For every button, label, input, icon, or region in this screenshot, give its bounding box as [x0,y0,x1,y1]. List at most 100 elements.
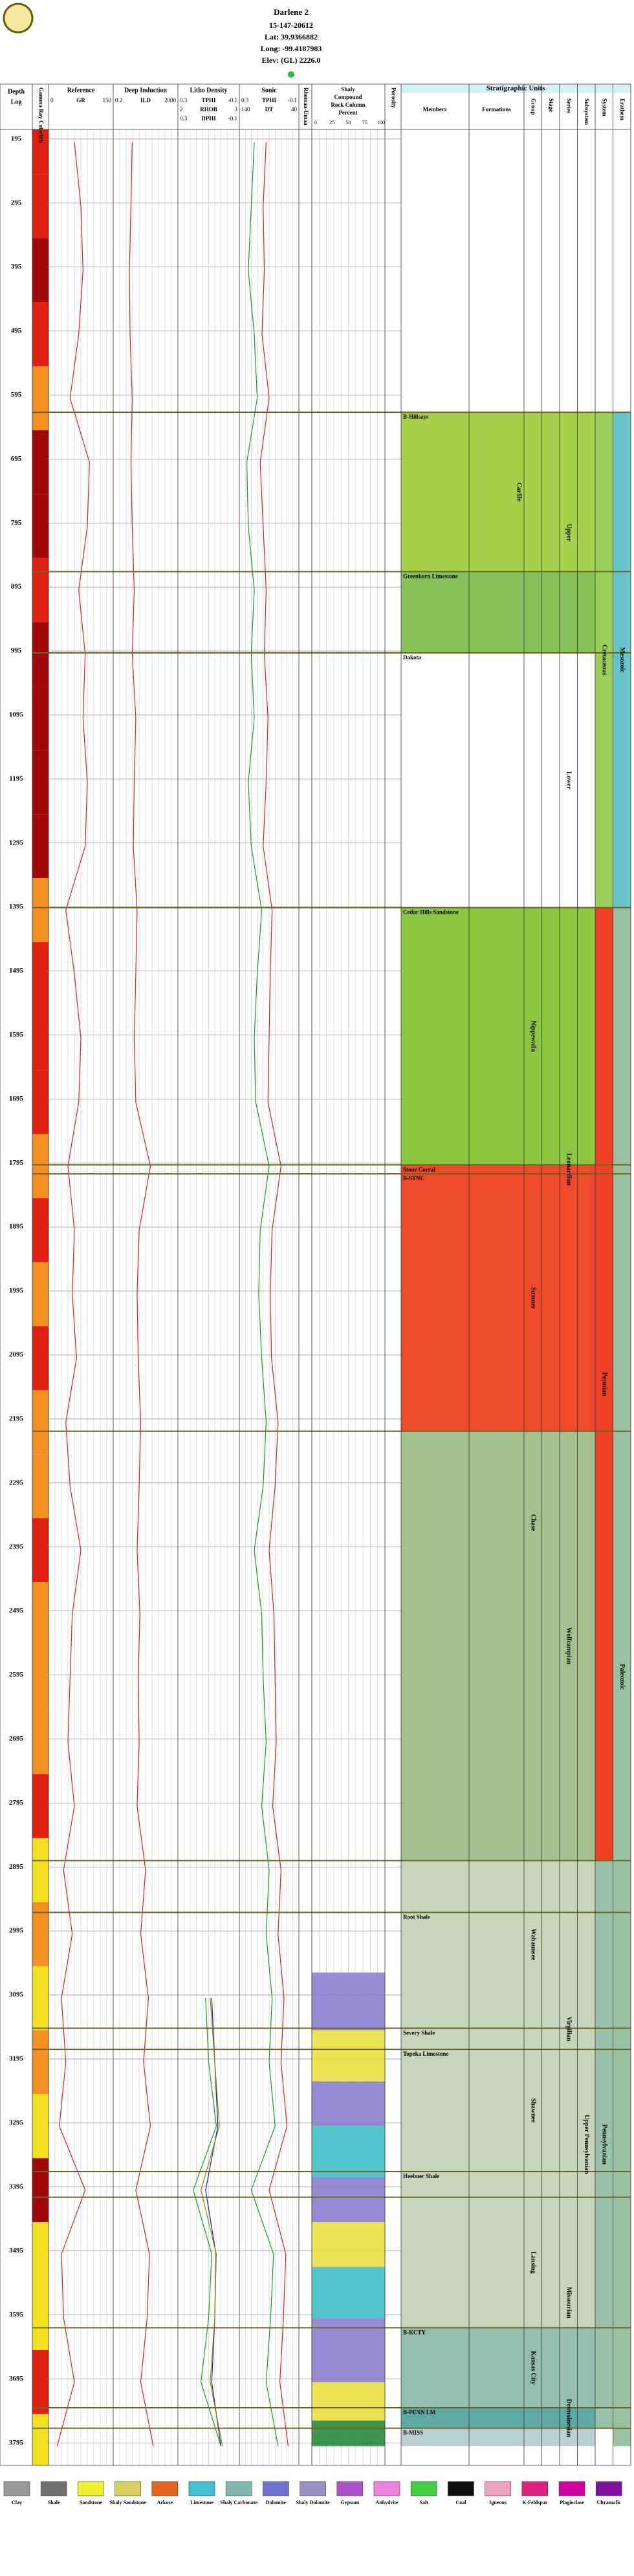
compound-header: Rock Column [331,102,365,108]
colorlith [32,2222,49,2287]
depth-label: 695 [11,455,22,463]
strat-column-header: System [602,98,608,116]
lithology [312,2420,385,2447]
colorlith [32,1262,49,1327]
legend-label: Igneous [489,2500,507,2505]
curve-name: GR [76,97,85,104]
depth-label: 495 [11,327,22,335]
strat-band [401,2328,595,2408]
curve-min: 0.3 [180,97,188,104]
strat-band [401,1860,595,2328]
curve-max: -0.1 [288,97,297,104]
compound-tick: 25 [329,120,334,126]
rotated-header: Porosity [390,87,397,108]
lithology [312,2177,385,2223]
curve-name: ILD [140,97,151,104]
depth-sub: Log [11,98,22,105]
depth-label: 1195 [9,775,23,782]
depth-label: 1395 [9,903,24,910]
curve-name: DT [265,106,274,113]
depth-label: 3295 [9,2119,24,2126]
compound-tick: 50 [346,120,351,126]
depth-label: 3095 [9,1991,24,1999]
colorlith [32,2158,49,2223]
colorlith [32,1710,49,1774]
lithology [312,1972,385,2031]
member-label: B-KCTY [403,2329,426,2335]
strat-band [401,1165,595,1431]
legend-swatch [595,2481,622,2496]
depth-label: 1595 [9,1031,24,1039]
depth-label: 1295 [9,839,24,846]
legend-swatch [151,2481,179,2496]
strat-band [401,2407,595,2428]
unit-label: Lower [565,771,572,789]
depth-label: 195 [11,135,22,142]
curve-min: 0.3 [241,97,249,104]
lat: Lat: 39.9366882 [265,32,318,41]
compound-tick: 0 [314,120,317,126]
depth-label: 295 [11,199,22,206]
curve [246,142,279,2447]
colorlith [32,1070,49,1134]
legend-label: Coal [455,2500,466,2505]
curve [56,142,90,2447]
legend-swatch [78,2481,104,2496]
members-header: Members [423,106,447,113]
logo [3,3,34,34]
unit-label: Mesozoic [618,647,626,673]
legend-label: Sandstone [80,2500,103,2505]
lithology [312,2318,385,2383]
strat-column-header: Erathem [619,98,626,120]
depth-label: 2695 [9,1735,24,1743]
member-label: B-MISS [403,2430,423,2436]
depth-label: 2095 [9,1351,24,1359]
unit-label: Kansas City [529,2351,536,2384]
legend-label: Gypsum [340,2500,359,2505]
depth-label: 3795 [9,2439,24,2447]
colorlith [32,129,49,175]
member-label: Dakota [403,654,422,661]
legend-label: Clay [12,2500,22,2505]
unit-band [613,907,631,2447]
curve [259,142,289,2447]
colorlith [32,1326,49,1391]
strat-band [401,412,595,572]
colorlith [32,174,49,239]
depth-label: 2995 [9,1927,24,1935]
depth-label: 2595 [9,1671,24,1679]
unit-band [595,412,613,908]
depth-label: 2495 [9,1607,24,1614]
curve-min: 0 [50,97,54,104]
curve-min: 0.3 [180,115,188,122]
legend-swatch [410,2481,437,2496]
colorlith [32,1006,49,1070]
legend-label: Plagioclase [560,2500,584,2505]
curve-max: 40 [291,106,298,113]
lithology [312,2267,385,2318]
lithology [312,2030,385,2082]
strat-band [401,907,595,1165]
colorlith [32,814,49,879]
member-label: Stone Corral [403,1166,435,1172]
legend-label: Anhydrite [375,2500,399,2505]
depth-header: Depth [8,88,25,95]
compound-header: Percent [338,109,357,116]
depth-label: 3495 [9,2247,24,2254]
depth-label: 2395 [9,1543,24,1550]
member-label: Topeka Limestone [403,2051,448,2057]
rotated-header: Gamma Ray Colorlith [38,87,44,143]
depth-label: 895 [11,583,22,591]
colorlith [32,622,49,687]
colorlith [32,366,49,430]
unit-band [595,907,613,1861]
rotated-header: Rhomaa-Umaa [303,87,309,126]
legend-label: Shaly Sandstone [109,2500,146,2505]
colorlith [32,1646,49,1710]
api: 15-147-20612 [269,21,313,30]
unit-label: Chase [529,1514,536,1532]
colorlith [32,1966,49,2031]
colorlith [32,750,49,815]
colorlith [32,2350,49,2414]
